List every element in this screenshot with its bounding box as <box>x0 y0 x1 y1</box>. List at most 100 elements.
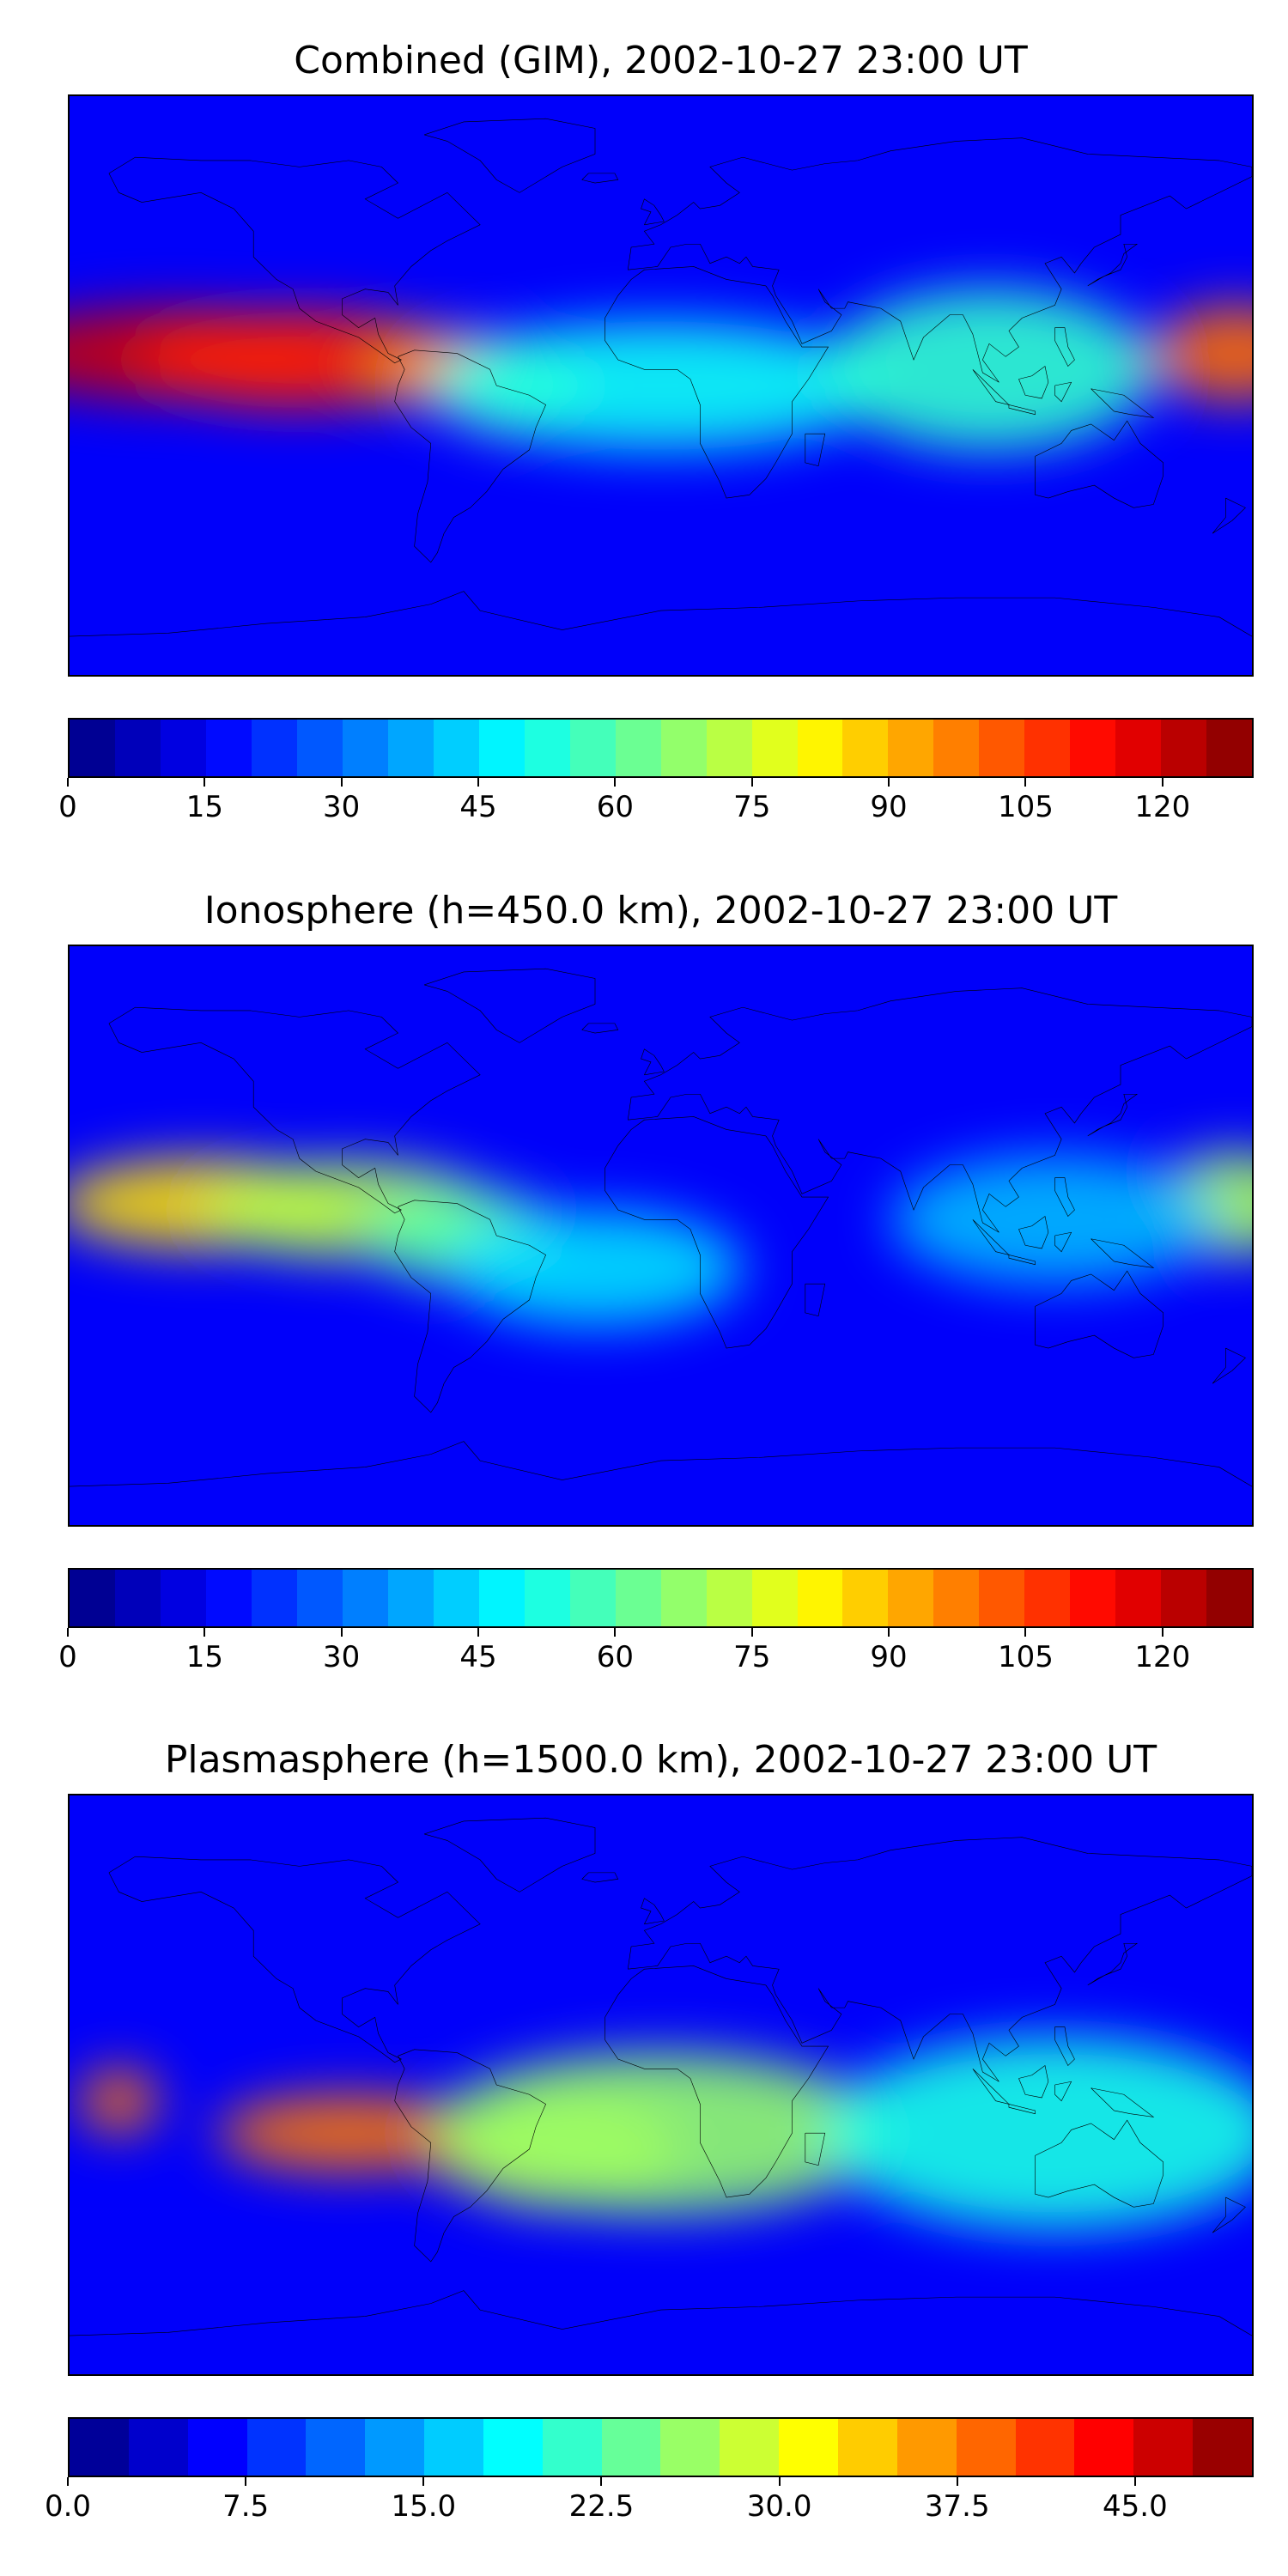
contour-map-svg <box>70 946 1252 1525</box>
colorbar-tick-label: 45 <box>459 1640 497 1674</box>
tec-field <box>79 2036 1252 2230</box>
panel-title: Ionosphere (h=450.0 km), 2002-10-27 23:0… <box>204 889 1118 933</box>
colorbar-tick <box>888 778 890 787</box>
coastline <box>1088 1094 1137 1136</box>
coastline <box>582 1873 618 1882</box>
coastline <box>628 1838 1252 2082</box>
colorbar-tick <box>1133 2477 1136 2486</box>
coastline <box>109 1856 480 2063</box>
colorbar-segment <box>933 1570 980 1626</box>
colorbar-segment <box>933 720 980 776</box>
coastlines <box>70 1818 1252 2336</box>
tec-map <box>68 94 1254 677</box>
coastline <box>1036 1271 1163 1358</box>
colorbar-segment <box>888 720 934 776</box>
colorbar-tick-label: 45 <box>459 790 497 824</box>
coastline <box>109 1007 480 1213</box>
colorbar-tick <box>422 2477 425 2486</box>
colorbar-segment <box>542 2419 602 2476</box>
colorbar-segment <box>342 1570 388 1626</box>
colorbar-segment <box>342 720 388 776</box>
colorbar-tick-label: 15.0 <box>391 2489 457 2524</box>
colorbar-segment <box>956 2419 1016 2476</box>
colorbar-segment <box>1070 1570 1116 1626</box>
coastline <box>1055 1178 1075 1217</box>
coastline <box>70 2291 1252 2336</box>
colorbar-tick <box>245 2477 247 2486</box>
coastline <box>641 199 665 225</box>
colorbar <box>68 718 1254 778</box>
colorbar-tick <box>750 778 753 787</box>
colorbar-segment <box>160 720 206 776</box>
coastline <box>1055 2027 1075 2066</box>
colorbar-tick <box>1161 1628 1163 1637</box>
colorbar-segment <box>296 720 343 776</box>
colorbar-segment <box>205 720 252 776</box>
colorbar-segment <box>128 2419 188 2476</box>
coastline <box>605 266 828 498</box>
colorbar-segment <box>478 1570 525 1626</box>
colorbar-tick <box>614 1628 617 1637</box>
coastline <box>1009 2104 1036 2113</box>
colorbar-segment <box>888 1570 934 1626</box>
colorbar-tick <box>67 2477 69 2486</box>
coastline <box>70 592 1252 636</box>
colorbar-segment <box>720 2419 780 2476</box>
colorbar-tick <box>340 778 343 787</box>
colorbar-tick-label: 120 <box>1134 1640 1191 1674</box>
colorbar-segment <box>837 2419 897 2476</box>
colorbar-segment <box>1115 1570 1162 1626</box>
colorbar-tick <box>778 2477 781 2486</box>
colorbar-segment <box>979 720 1025 776</box>
colorbar-segment <box>478 720 525 776</box>
coastline <box>582 173 618 183</box>
colorbar-segment <box>387 720 434 776</box>
colorbar-segment <box>1161 1570 1207 1626</box>
colorbar-segment <box>1115 720 1162 776</box>
tec-region <box>1153 305 1252 402</box>
colorbar <box>68 2417 1254 2477</box>
colorbar-segment <box>433 720 479 776</box>
coastlines <box>70 969 1252 1486</box>
colorbar-tick-label: 15 <box>185 790 223 824</box>
colorbar-tick-label: 30 <box>323 1640 361 1674</box>
coastline <box>805 2133 825 2165</box>
tec-region <box>430 2052 891 2214</box>
colorbar-segment <box>1206 1570 1252 1626</box>
colorbar-segment <box>205 1570 252 1626</box>
coastline <box>641 1899 665 1924</box>
colorbar-tick <box>1024 778 1027 787</box>
tec-region <box>890 1155 1219 1285</box>
colorbar-tick <box>600 2477 603 2486</box>
colorbar-segment <box>296 1570 343 1626</box>
colorbar-segment <box>387 1570 434 1626</box>
colorbar-segment <box>483 2419 543 2476</box>
colorbar-tick <box>204 1628 206 1637</box>
colorbar-segment <box>1206 720 1252 776</box>
colorbar-segment <box>114 720 161 776</box>
colorbar-tick-label: 7.5 <box>222 2489 270 2524</box>
coastline <box>973 2069 1009 2104</box>
colorbar-tick-label: 22.5 <box>568 2489 635 2524</box>
colorbar-segment <box>70 720 115 776</box>
tec-region <box>79 2069 159 2134</box>
tec-map <box>68 945 1254 1527</box>
coastline <box>805 1284 825 1315</box>
colorbar-tick <box>477 1628 480 1637</box>
coastline <box>1055 1232 1072 1251</box>
colorbar-segment <box>187 2419 247 2476</box>
colorbar-segment <box>842 1570 889 1626</box>
colorbar-segment <box>246 2419 307 2476</box>
colorbar-segment <box>896 2419 957 2476</box>
colorbar-segment <box>1024 720 1071 776</box>
colorbar-segment <box>660 720 707 776</box>
coastline <box>1212 498 1245 533</box>
colorbar-segment <box>70 1570 115 1626</box>
colorbar-segment <box>751 1570 798 1626</box>
tec-field <box>70 1151 1252 1326</box>
colorbar-ticks: 0 15 30 45 60 75 90 105 120 <box>58 1628 1254 1680</box>
colorbar-tick-label: 0.0 <box>44 2489 92 2524</box>
colorbar-tick <box>67 1628 69 1637</box>
colorbar-segment <box>615 1570 661 1626</box>
tec-field <box>70 289 1252 450</box>
